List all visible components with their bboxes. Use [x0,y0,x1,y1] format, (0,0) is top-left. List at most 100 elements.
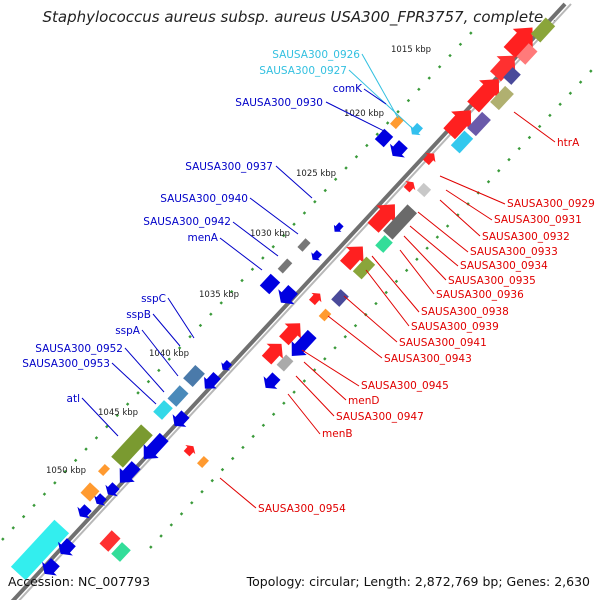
gene-label[interactable]: atl [67,393,80,405]
leader-line [365,269,410,327]
leader-line [439,199,481,237]
leader-line [124,347,165,393]
tick-mark [198,323,203,328]
gene-label[interactable]: SAUSA300_0937 [185,161,273,173]
gene-label[interactable]: SAUSA300_0940 [160,193,248,205]
gene-label[interactable]: SAUSA300_0926 [272,49,360,61]
gene-arrow [77,504,92,519]
gene-label[interactable]: SAUSA300_0935 [448,275,536,287]
gene-arrow [443,110,472,140]
leader-line [111,362,157,405]
tick-mark [159,534,163,538]
gene-box [375,235,393,253]
tick-mark [354,155,359,159]
forward-leader-lines [81,53,413,437]
tick-mark [404,268,409,273]
leader-line [513,111,556,143]
leader-line [417,211,469,253]
gene-label[interactable]: SAUSA300_0929 [507,198,595,210]
tick-mark [271,244,275,249]
gene-box [450,130,474,154]
gene-label[interactable]: menD [348,395,379,407]
tick-mark [1,537,5,541]
gene-label[interactable]: SAUSA300_0945 [361,380,449,392]
gene-arrow [42,558,60,576]
tick-mark [548,113,552,118]
gene-label[interactable]: SAUSA300_0932 [482,231,570,243]
gene-label[interactable]: sspC [141,293,166,305]
gene-label[interactable]: SAUSA300_0943 [384,353,472,365]
gene-arrow [172,410,190,427]
tick-mark [435,235,440,239]
gene-label[interactable]: SAUSA300_0942 [143,216,231,228]
gene-box [530,17,556,43]
gene-label[interactable]: comK [333,83,363,95]
tick-mark [385,121,390,125]
gene-label[interactable]: SAUSA300_0927 [259,65,347,77]
gene-box [98,464,110,476]
tick-mark [220,467,225,472]
gene-box [197,456,209,468]
gene-label[interactable]: menA [187,232,218,244]
tick-mark [136,391,140,395]
gene-arrow [390,140,408,158]
gene-arrow [183,445,196,457]
gene-label[interactable]: SAUSA300_0953 [22,358,110,370]
tick-mark [425,246,429,250]
leader-line [325,101,387,133]
tick-mark [343,335,347,339]
gene-label[interactable]: sspB [126,309,151,321]
tick-mark [517,146,521,151]
gene-label[interactable]: menB [322,428,353,440]
gene-label[interactable]: sspA [115,325,141,337]
gene-box [331,289,349,307]
gene-label[interactable]: SAUSA300_0933 [470,246,558,258]
gene-arrow [221,360,232,371]
gene-arrow [333,222,344,232]
gene-label[interactable]: SAUSA300_0939 [411,321,499,333]
gene-arrow [367,204,396,233]
tick-mark [42,492,47,496]
tick-marks [1,31,593,549]
gene-label[interactable]: SAUSA300_0930 [235,97,323,109]
leader-line [361,53,399,119]
gene-label[interactable]: SAUSA300_0941 [399,337,487,349]
gene-box [383,204,417,240]
gene-label[interactable]: SAUSA300_0952 [35,343,123,355]
gene-box [516,43,538,65]
tick-mark [415,257,419,262]
gene-label[interactable]: SAUSA300_0934 [460,260,548,272]
tick-mark [417,87,421,92]
map-title: Staphylococcus aureus subsp. aureus USA3… [42,8,558,26]
leader-line [363,88,387,105]
gene-label[interactable]: SAUSA300_0947 [336,411,424,423]
gene-label[interactable]: SAUSA300_0931 [494,214,582,226]
gene-label[interactable]: htrA [557,137,580,149]
tick-mark [281,233,286,238]
tick-mark [251,434,255,439]
leader-line [81,397,119,437]
gene-box [490,85,514,111]
tick-mark [427,76,431,80]
tick-mark [486,180,491,184]
tick-mark [282,401,286,405]
tick-mark [188,334,192,339]
leader-line [343,295,398,343]
gene-label[interactable]: SAUSA300_0938 [421,306,509,318]
gene-box [467,111,491,137]
gene-arrow [467,79,500,113]
gene-label[interactable]: SAUSA300_0936 [436,289,524,301]
gene-label[interactable]: SAUSA300_0954 [258,503,346,515]
leader-line [409,225,459,267]
tick-mark [458,42,463,47]
gene-features[interactable] [10,17,556,581]
leader-line [295,375,335,417]
tick-mark [146,379,151,384]
gene-box [183,365,205,387]
topology-text: Topology: circular; Length: 2,872,769 bp… [246,574,590,589]
kbp-label: 1045 kbp [98,408,138,418]
gene-arrow [403,181,416,193]
gene-box [111,424,153,468]
gene-arrow [94,493,107,506]
